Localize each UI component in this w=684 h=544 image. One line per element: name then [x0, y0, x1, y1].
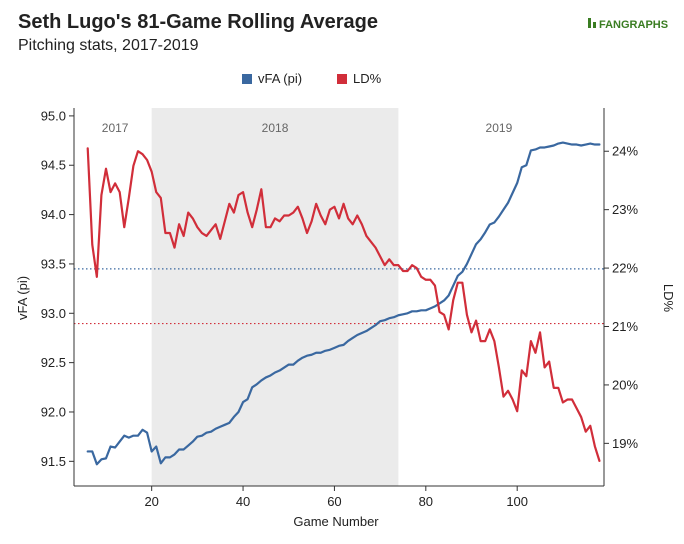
reference-line-layer — [74, 268, 604, 325]
x-tick-label: 100 — [506, 494, 528, 509]
series-line-ld — [86, 147, 601, 462]
chart-subtitle: Pitching stats, 2017-2019 — [18, 37, 199, 54]
y-axis-right-title: LD% — [661, 284, 676, 313]
shaded-region-layer — [151, 108, 399, 486]
logo-bar-icon — [593, 22, 596, 28]
y-right-tick-label: 23% — [612, 202, 638, 217]
era-label-2018: 2018 — [262, 121, 289, 135]
x-tick-label: 40 — [236, 494, 250, 509]
y-right-tick-label: 24% — [612, 144, 638, 159]
y-left-tick-label: 94.5 — [41, 158, 66, 173]
shaded-region-2018 — [151, 108, 399, 486]
y-right-tick-label: 20% — [612, 377, 638, 392]
legend-label-vfa: vFA (pi) — [258, 71, 302, 86]
era-label-2017: 2017 — [102, 121, 129, 135]
x-tick-label: 60 — [327, 494, 341, 509]
logo-bar-icon — [588, 18, 591, 28]
y-left-tick-label: 91.5 — [41, 454, 66, 469]
era-label-layer: 2017 2018 2019 — [102, 121, 513, 135]
x-tick-label: 20 — [144, 494, 158, 509]
series-line-vfa — [86, 141, 601, 466]
y-left-tick-label: 92.5 — [41, 355, 66, 370]
y-left-tick-label: 93.0 — [41, 306, 66, 321]
y-right-tick-label: 22% — [612, 261, 638, 276]
y-left-tick-label: 94.0 — [41, 207, 66, 222]
y-right-tick-label: 21% — [612, 319, 638, 334]
y-axis-left-title: vFA (pi) — [15, 276, 30, 320]
legend-swatch-vfa — [242, 74, 252, 84]
legend: vFA (pi) LD% — [242, 71, 382, 86]
axes-layer: 20 40 60 80 100 91.5 92.0 92.5 93.0 93.5 94.0 94.5 9… — [41, 108, 638, 509]
y-left-tick-label: 92.0 — [41, 404, 66, 419]
x-axis-title: Game Number — [293, 514, 379, 529]
fangraphs-logo: FANGRAPHS — [588, 18, 668, 31]
era-label-2019: 2019 — [486, 121, 513, 135]
chart-title: Seth Lugo's 81-Game Rolling Average — [18, 11, 378, 33]
y-left-tick-label: 95.0 — [41, 108, 66, 123]
y-left-tick-label: 93.5 — [41, 256, 66, 271]
logo-text: FANGRAPHS — [599, 19, 668, 31]
legend-label-ld: LD% — [353, 71, 382, 86]
series-layer — [86, 141, 601, 466]
y-right-tick-label: 19% — [612, 436, 638, 451]
legend-swatch-ld — [337, 74, 347, 84]
x-tick-label: 80 — [419, 494, 433, 509]
